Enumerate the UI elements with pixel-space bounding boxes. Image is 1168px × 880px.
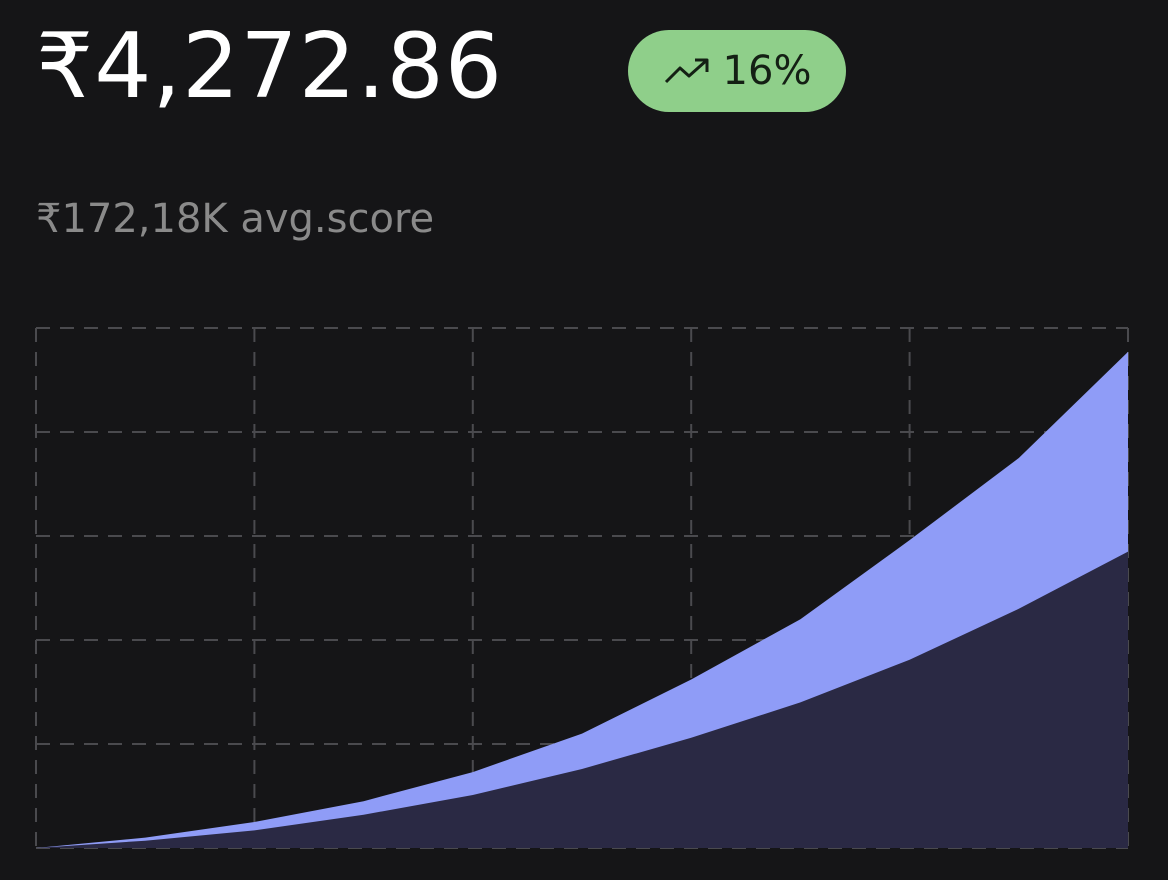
- subtitle: ₹172,18K avg.score: [36, 196, 435, 242]
- trend-icon: [664, 58, 709, 84]
- area: [36, 551, 1128, 848]
- change-badge: 16%: [628, 30, 846, 112]
- main-value: ₹4,272.86: [36, 14, 504, 119]
- change-value: 16%: [722, 48, 812, 94]
- area: [36, 351, 1128, 848]
